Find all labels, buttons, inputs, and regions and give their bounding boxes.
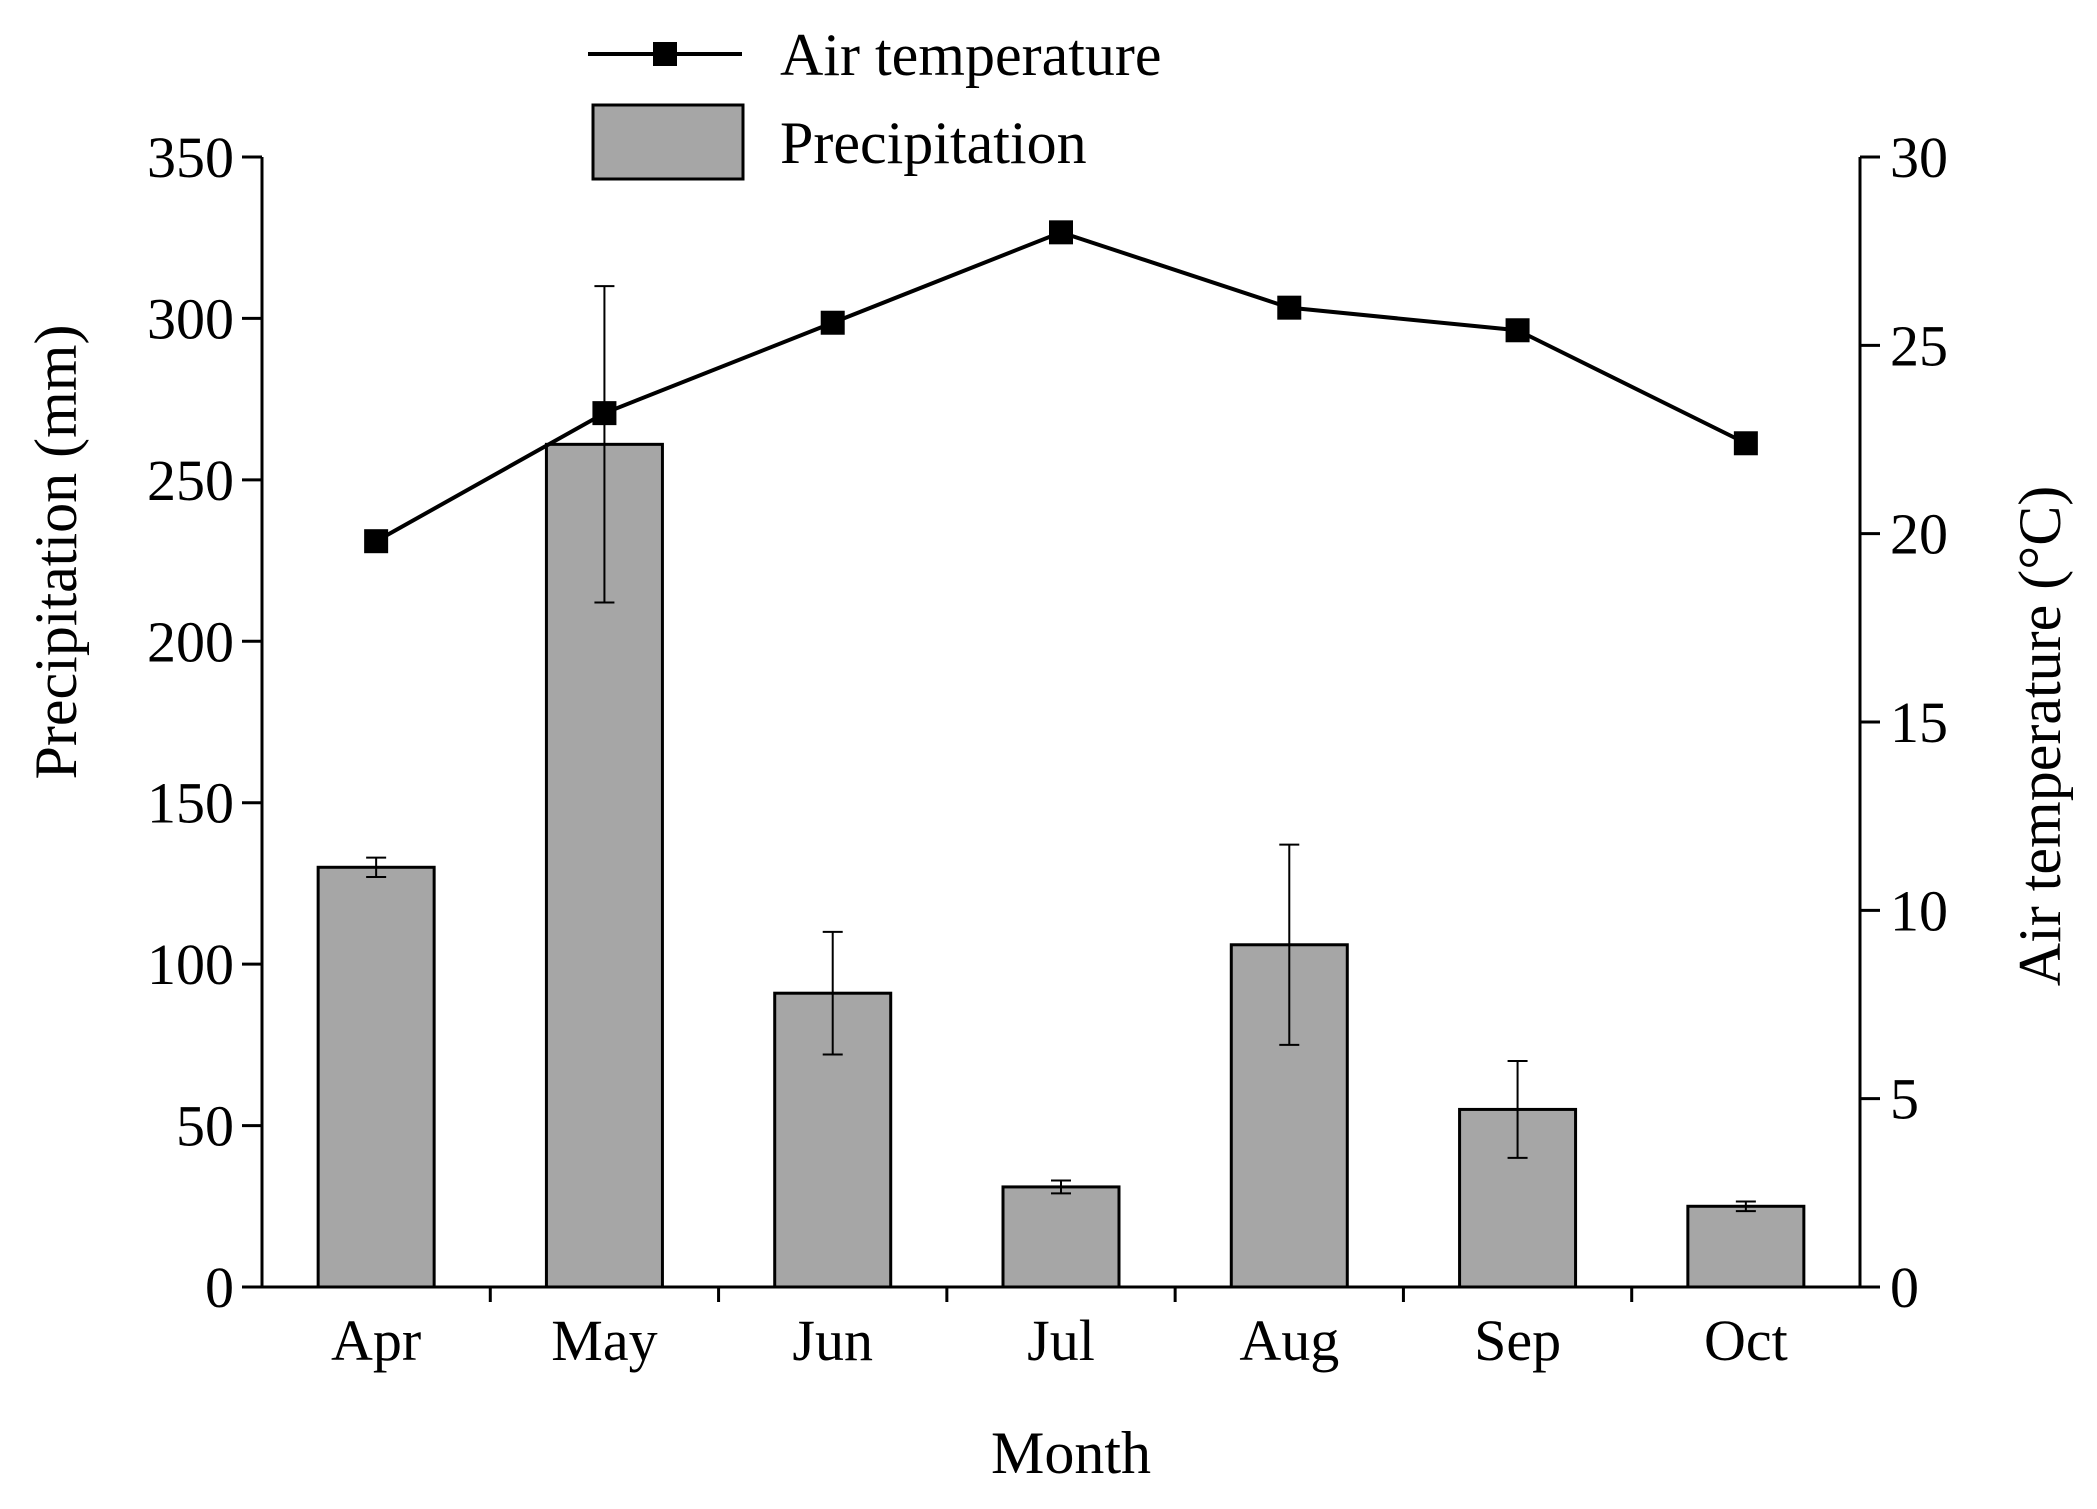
y-tick-label: 150 [147,771,234,836]
x-tick-label: Aug [1239,1308,1339,1373]
y2-tick-label: 15 [1890,690,1948,755]
legend-label-precipitation: Precipitation [780,110,1087,176]
bar-jul [1001,1185,1121,1289]
x-tick-label: Jun [792,1308,873,1373]
y2-axis-title: Air temperature (°C) [2007,486,2073,986]
x-tick-label: Sep [1474,1308,1561,1373]
y2-tick-label: 30 [1890,125,1948,190]
y-tick-label: 100 [147,932,234,997]
x-tick-label: Apr [331,1308,421,1373]
y-tick-label: 300 [147,286,234,351]
temp-marker-may [592,401,617,426]
temp-marker-jul [1049,220,1073,245]
y2-tick-label: 10 [1890,878,1948,943]
y2-tick-label: 20 [1890,502,1948,567]
bar-apr [316,865,436,1289]
y-axis-title: Precipitation (mm) [23,325,89,780]
x-tick-label: Oct [1704,1308,1788,1373]
y-tick-label: 200 [147,609,234,674]
temp-marker-sep [1505,318,1530,343]
y-tick-label: 350 [147,125,234,190]
y-tick-label: 250 [147,448,234,513]
temp-marker-jun [820,310,845,335]
air-temperature-line [364,220,1758,554]
x-tick-label: Jul [1027,1308,1095,1373]
bar-sep [1458,1107,1578,1289]
precipitation-error-bars [366,285,1756,1213]
axes [242,155,1880,1302]
temp-marker-apr [364,529,389,554]
y-tick-label: 0 [205,1255,234,1320]
precipitation-bars [316,442,1806,1289]
temp-marker-aug [1277,295,1302,320]
y2-tick-label: 25 [1890,313,1948,378]
legend: Air temperature Precipitation [588,22,1161,181]
y2-tick-label: 5 [1890,1067,1919,1132]
legend-bar-swatch [591,103,745,181]
temp-marker-oct [1733,431,1758,456]
y-tick-label: 50 [176,1094,234,1159]
y2-tick-label: 0 [1890,1255,1919,1320]
legend-label-air-temperature: Air temperature [780,22,1161,88]
legend-square-marker-icon [653,42,677,66]
x-axis-title: Month [991,1420,1151,1486]
bar-oct [1686,1204,1806,1289]
x-tick-label: May [551,1308,657,1373]
tick-labels: 0 50 100 150 200 250 300 350 0 5 10 15 20 25 30 Apr May J… [147,125,1948,1373]
